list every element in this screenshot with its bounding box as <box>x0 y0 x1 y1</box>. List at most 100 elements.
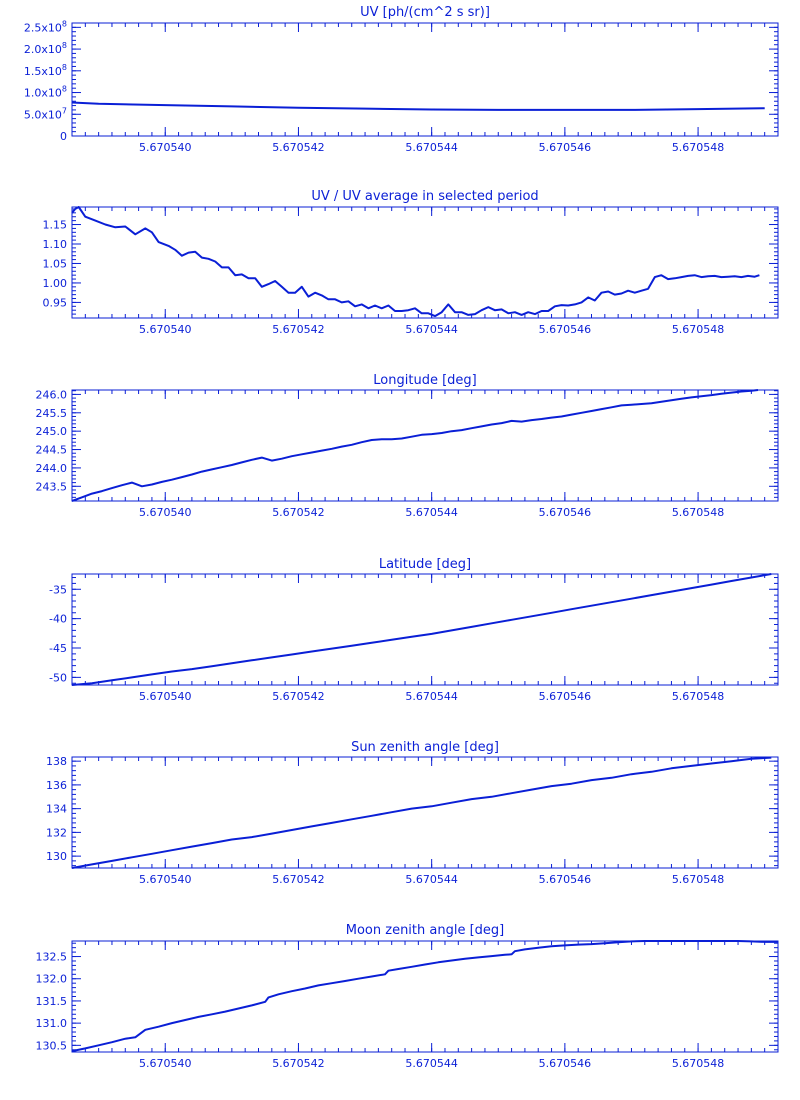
y-tick-base: 0.95 <box>43 296 68 309</box>
plot-frame <box>71 22 779 137</box>
y-tick-label: 243.5 <box>36 480 68 493</box>
y-tick-base: -40 <box>49 613 67 626</box>
series-line <box>71 756 772 869</box>
y-tick-label: 245.5 <box>36 407 68 420</box>
chart-title: UV [ph/(cm^2 s sr)] <box>360 5 490 20</box>
y-tick-exponent: 8 <box>62 41 67 50</box>
x-tick-label: 5.670546 <box>539 690 592 703</box>
x-tick-label: 5.670544 <box>405 1057 458 1070</box>
y-tick-label: 2.0x108 <box>24 41 67 56</box>
x-tick-label: 5.670540 <box>139 690 192 703</box>
y-tick-base: 245.0 <box>36 425 68 438</box>
y-tick-label: 134 <box>46 803 67 816</box>
x-tick-label: 5.670542 <box>272 141 325 154</box>
y-tick-label: 132.5 <box>36 951 68 964</box>
x-tick-label: 5.670540 <box>139 141 192 154</box>
y-tick-base: 1.10 <box>43 238 68 251</box>
y-tick-base: 2.5x10 <box>24 21 62 34</box>
y-tick-base: -35 <box>49 583 67 596</box>
x-tick-label: 5.670540 <box>139 873 192 886</box>
y-tick-base: 138 <box>46 755 67 768</box>
x-tick-label: 5.670544 <box>405 506 458 519</box>
y-tick-label: 2.5x108 <box>24 19 67 34</box>
y-tick-base: 244.0 <box>36 462 68 475</box>
y-tick-base: 134 <box>46 803 67 816</box>
y-tick-label: 245.0 <box>36 425 68 438</box>
y-tick-exponent: 8 <box>62 63 67 72</box>
chart-panel-6: Moon zenith angle [deg] 5.670540 5.670542 5… <box>36 923 779 1070</box>
chart-panel-2: UV / UV average in selected period 5.6705… <box>43 189 779 336</box>
chart-title: Moon zenith angle [deg] <box>346 923 504 938</box>
y-tick-label: 131.0 <box>36 1017 68 1030</box>
x-tick-label: 5.670546 <box>539 323 592 336</box>
x-tick-label: 5.670544 <box>405 141 458 154</box>
x-tick-label: 5.670548 <box>672 690 725 703</box>
y-tick-label: 131.5 <box>36 995 68 1008</box>
y-tick-label: 138 <box>46 755 67 768</box>
plot-frame <box>71 756 779 869</box>
x-tick-label: 5.670540 <box>139 1057 192 1070</box>
x-tick-label: 5.670544 <box>405 690 458 703</box>
x-tick-label: 5.670544 <box>405 323 458 336</box>
y-tick-label: 244.5 <box>36 444 68 457</box>
x-tick-label: 5.670548 <box>672 323 725 336</box>
y-tick-exponent: 7 <box>62 106 67 115</box>
y-tick-label: 0.95 <box>43 296 68 309</box>
series-line <box>71 101 765 111</box>
x-tick-label: 5.670542 <box>272 690 325 703</box>
y-tick-base: 131.5 <box>36 995 68 1008</box>
y-tick-label: -35 <box>49 583 67 596</box>
y-tick-label: 1.10 <box>43 238 68 251</box>
chart-title: Longitude [deg] <box>373 373 476 388</box>
series-line <box>71 389 759 502</box>
plot-frame <box>71 940 779 1053</box>
y-tick-base: 132 <box>46 826 67 839</box>
y-tick-label: 244.0 <box>36 462 68 475</box>
y-tick-base: 246.0 <box>36 388 68 401</box>
x-tick-label: 5.670542 <box>272 506 325 519</box>
y-tick-exponent: 8 <box>62 85 67 94</box>
y-tick-label: 130 <box>46 850 67 863</box>
x-tick-label: 5.670546 <box>539 506 592 519</box>
x-tick-label: 5.670540 <box>139 323 192 336</box>
y-tick-base: -45 <box>49 642 67 655</box>
y-tick-base: 245.5 <box>36 407 68 420</box>
y-tick-base: 130 <box>46 850 67 863</box>
series-line <box>71 940 778 1053</box>
y-tick-base: 5.0x10 <box>24 108 62 121</box>
chart-title: Sun zenith angle [deg] <box>351 740 499 755</box>
series-line <box>71 206 760 318</box>
y-tick-base: 1.0x10 <box>24 87 62 100</box>
y-tick-label: 1.00 <box>43 277 68 290</box>
y-tick-label: 132.0 <box>36 973 68 986</box>
y-tick-label: 5.0x107 <box>24 106 67 121</box>
chart-panel-4: Latitude [deg] 5.670540 5.670542 5.670544 5.… <box>49 557 779 703</box>
x-tick-label: 5.670542 <box>272 323 325 336</box>
y-tick-label: 1.0x108 <box>24 85 67 100</box>
plot-frame <box>71 573 779 686</box>
y-tick-base: 0 <box>60 130 67 143</box>
y-tick-base: -50 <box>49 671 67 684</box>
y-tick-label: 246.0 <box>36 388 68 401</box>
y-tick-label: -45 <box>49 642 67 655</box>
y-tick-label: -40 <box>49 613 67 626</box>
chart-panel-3: Longitude [deg] 5.670540 5.670542 5.670544 5… <box>36 373 779 519</box>
x-tick-label: 5.670548 <box>672 506 725 519</box>
y-tick-base: 1.5x10 <box>24 65 62 78</box>
y-tick-base: 130.5 <box>36 1039 68 1052</box>
series-line <box>71 573 772 686</box>
y-tick-exponent: 8 <box>62 19 67 28</box>
x-tick-label: 5.670546 <box>539 1057 592 1070</box>
x-tick-label: 5.670542 <box>272 873 325 886</box>
y-tick-base: 244.5 <box>36 444 68 457</box>
x-tick-label: 5.670548 <box>672 141 725 154</box>
x-tick-label: 5.670548 <box>672 1057 725 1070</box>
x-tick-label: 5.670542 <box>272 1057 325 1070</box>
x-tick-label: 5.670544 <box>405 873 458 886</box>
chart-title: Latitude [deg] <box>379 557 471 572</box>
x-tick-label: 5.670548 <box>672 873 725 886</box>
y-tick-label: 1.05 <box>43 257 68 270</box>
y-tick-base: 136 <box>46 779 67 792</box>
